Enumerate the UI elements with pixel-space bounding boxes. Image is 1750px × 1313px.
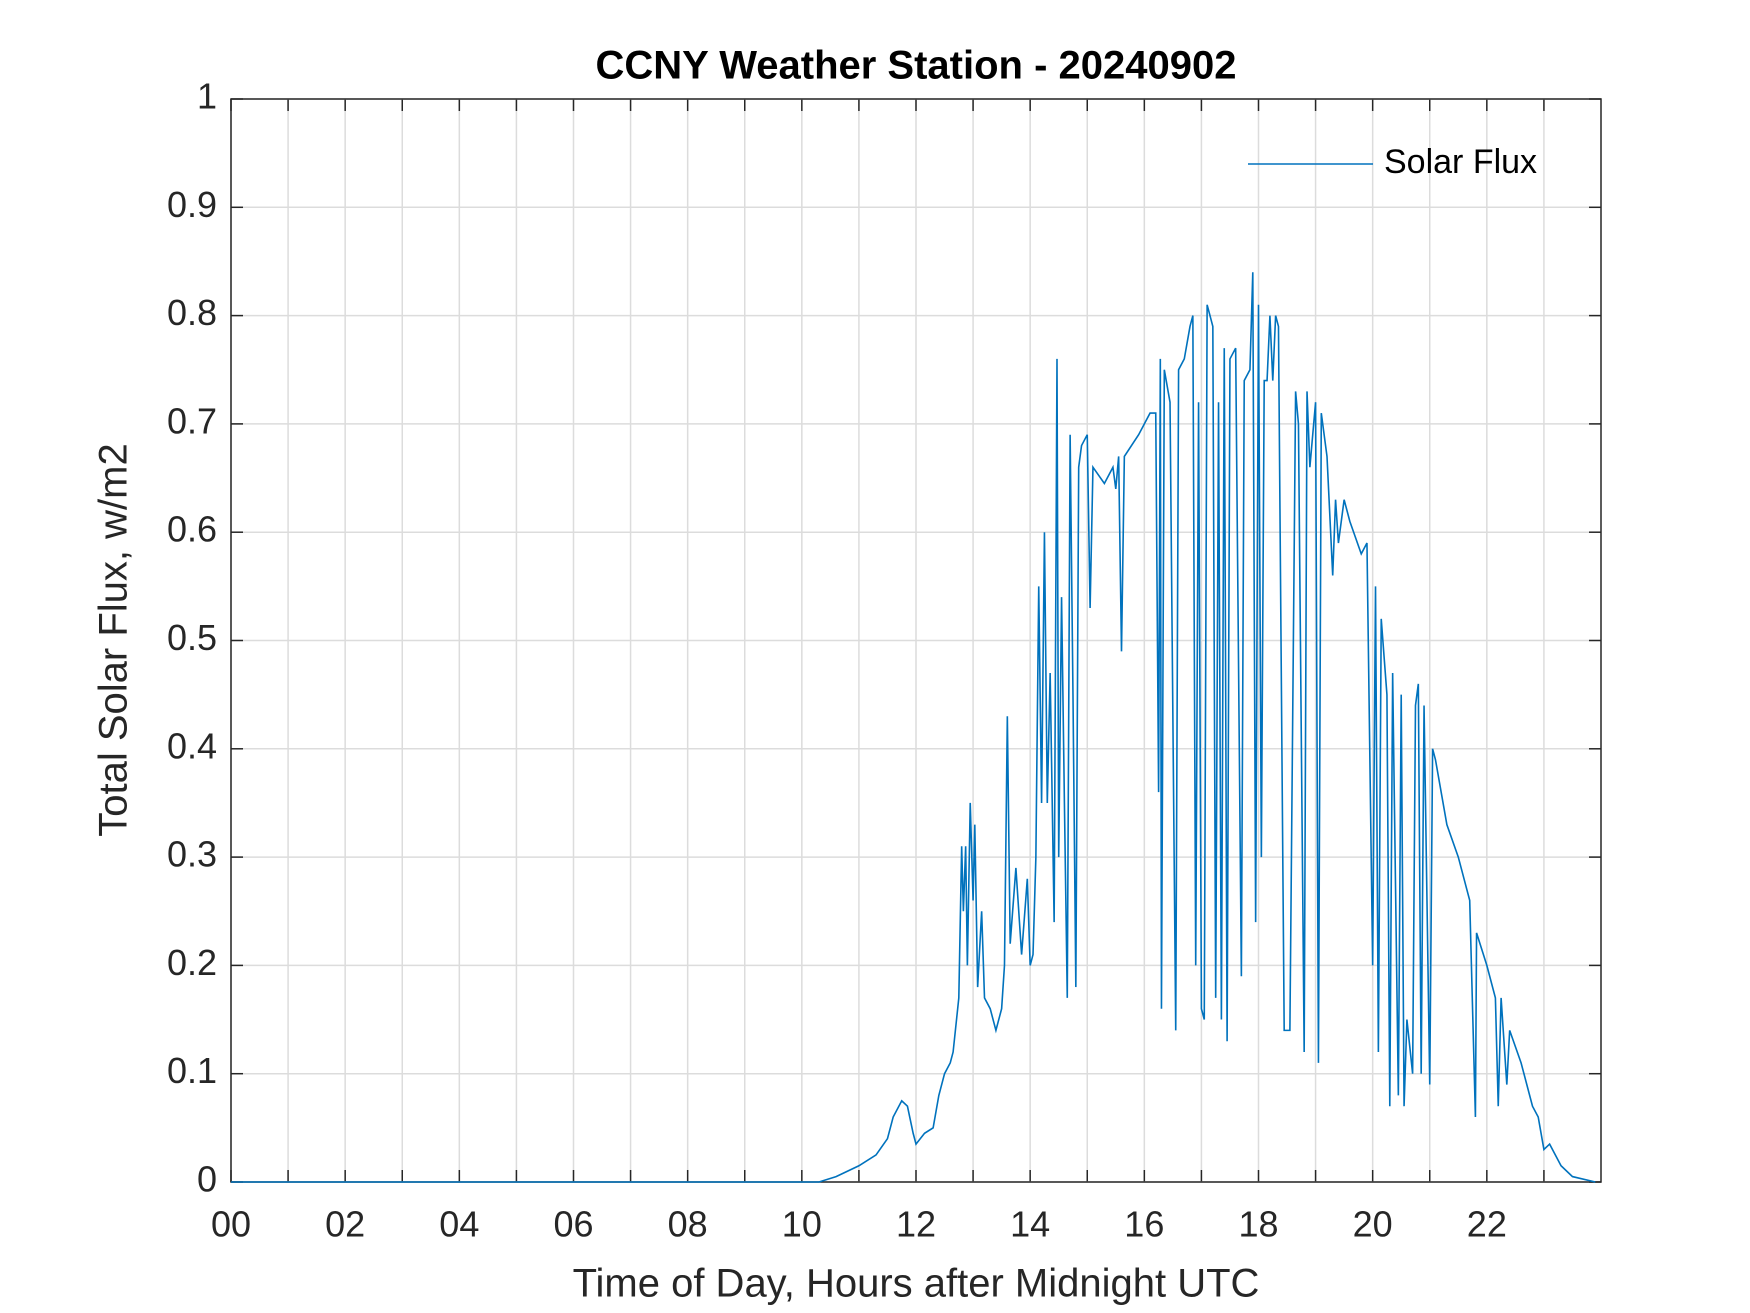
legend-label: Solar Flux (1384, 143, 1537, 181)
x-tick-label: 16 (1124, 1204, 1164, 1245)
x-tick-label: 06 (553, 1204, 593, 1245)
x-tick-label: 10 (782, 1204, 822, 1245)
x-tick-label: 20 (1353, 1204, 1393, 1245)
x-tick-label: 14 (1010, 1204, 1050, 1245)
y-tick-label: 0 (197, 1159, 217, 1200)
y-tick-label: 0.9 (167, 184, 217, 225)
x-tick-label: 00 (211, 1204, 251, 1245)
x-tick-label: 18 (1238, 1204, 1278, 1245)
y-tick-label: 0.1 (167, 1050, 217, 1091)
y-tick-label: 0.5 (167, 617, 217, 658)
x-axis-label: Time of Day, Hours after Midnight UTC (573, 1262, 1260, 1306)
plot-frame (230, 98, 1602, 1183)
x-tick-label: 04 (439, 1204, 479, 1245)
y-tick-label: 0.7 (167, 400, 217, 441)
chart-title: CCNY Weather Station - 20240902 (596, 44, 1237, 88)
y-tick-label: 0.2 (167, 942, 217, 983)
y-tick-label: 0.6 (167, 509, 217, 550)
y-tick-label: 0.8 (167, 292, 217, 333)
y-tick-label: 1 (197, 76, 217, 117)
x-tick-label: 22 (1467, 1204, 1507, 1245)
y-tick-label: 0.3 (167, 834, 217, 875)
x-tick-label: 12 (896, 1204, 936, 1245)
y-axis-label: Total Solar Flux, w/m2 (92, 443, 136, 836)
x-tick-label: 02 (325, 1204, 365, 1245)
data-line (231, 272, 1596, 1183)
y-tick-label: 0.4 (167, 725, 217, 766)
x-tick-label: 08 (668, 1204, 708, 1245)
